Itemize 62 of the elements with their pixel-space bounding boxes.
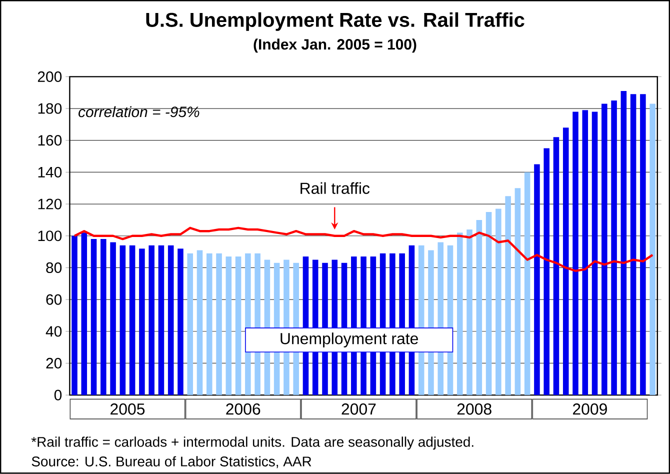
- bar: [90, 239, 97, 396]
- bar: [496, 208, 502, 396]
- y-tick-label: 180: [38, 103, 62, 114]
- text: *Rail traffic = carloads + intermodal units. Data are seasonally adjusted.: [31, 436, 474, 450]
- bar: [168, 246, 174, 396]
- bar: [216, 254, 222, 396]
- bar: [206, 254, 212, 396]
- bar: [120, 246, 126, 396]
- bar: [466, 230, 472, 396]
- bar: [620, 91, 627, 396]
- bar: [602, 104, 608, 396]
- bar: [611, 100, 617, 396]
- bar: [235, 256, 242, 396]
- annotation: correlation = -95%: [78, 106, 200, 118]
- bar: [544, 148, 550, 396]
- y-tick-label: 120: [38, 198, 62, 210]
- text: 2007: [342, 404, 376, 415]
- bar: [630, 94, 636, 396]
- bar: [129, 246, 136, 396]
- bar: [524, 172, 530, 396]
- bar: [110, 242, 116, 396]
- y-tick-label: 0: [54, 390, 62, 400]
- bar: [476, 220, 482, 396]
- bar: [226, 256, 232, 396]
- y-tick-label: 100: [38, 230, 62, 242]
- bar: [650, 104, 656, 396]
- bar: [572, 112, 578, 396]
- chart-title: U.S. Unemployment Rate vs. Rail Traffic: [146, 12, 524, 32]
- y-tick-label: 140: [38, 167, 62, 178]
- bar: [178, 248, 184, 396]
- text: 2006: [226, 404, 260, 415]
- bar: [72, 236, 78, 396]
- bar: [592, 112, 598, 396]
- bar: [514, 188, 521, 396]
- bar: [81, 232, 88, 396]
- text: 2009: [572, 404, 607, 415]
- bar: [534, 164, 540, 396]
- bar: [158, 246, 164, 396]
- y-tick-label: 20: [46, 358, 62, 369]
- bar: [196, 250, 203, 396]
- y-tick-label: 80: [46, 262, 62, 274]
- y-tick-label: 200: [38, 72, 62, 82]
- series-label: Unemployment rate: [280, 332, 418, 348]
- text: 2008: [457, 404, 492, 415]
- source-note: Source: U.S. Bureau of Labor Statistics, AAR: [32, 456, 312, 468]
- bar: [148, 246, 154, 396]
- chart-subtitle: (Index Jan. 2005 = 100): [254, 38, 416, 53]
- bar: [582, 110, 588, 396]
- bar: [456, 232, 463, 396]
- bar: [640, 94, 646, 396]
- bar: [553, 137, 560, 396]
- bar: [139, 248, 145, 396]
- y-tick-label: 60: [46, 294, 62, 305]
- bar: [505, 196, 511, 396]
- bar: [100, 239, 106, 396]
- text: Rail traffic: [300, 182, 370, 194]
- bar: [187, 254, 194, 396]
- y-tick-label: 40: [46, 326, 62, 337]
- y-tick-label: 160: [38, 135, 62, 146]
- bar: [486, 212, 492, 396]
- bar: [562, 128, 569, 396]
- text: 2005: [110, 404, 145, 415]
